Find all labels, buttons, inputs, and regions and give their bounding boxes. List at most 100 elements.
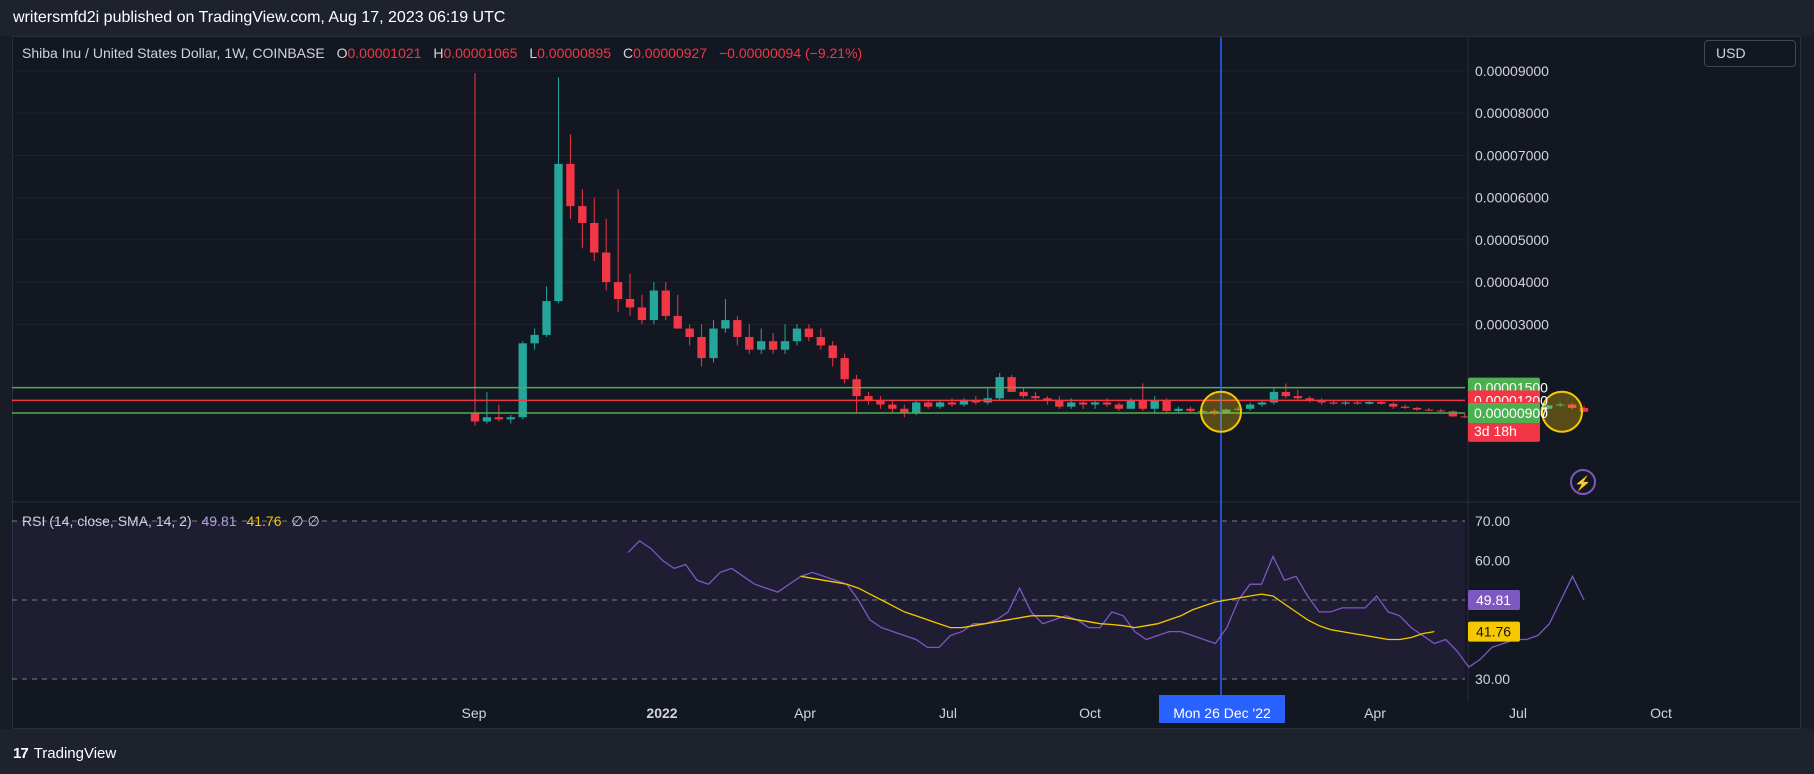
candle-body (1400, 406, 1410, 408)
candle-body (1365, 402, 1374, 404)
candle-body (697, 337, 706, 359)
candle-body (1067, 402, 1076, 407)
candle-body (1436, 410, 1446, 412)
rsi-value-label: 41.76 (1476, 624, 1511, 640)
candle-body (792, 328, 802, 342)
candle-body (733, 320, 742, 337)
candle-body (1019, 391, 1028, 397)
candle-body (1007, 377, 1016, 392)
candle-body (1329, 402, 1338, 404)
candle-body (1043, 398, 1052, 401)
candle-body (1412, 407, 1422, 410)
price-tick-label: 0.00007000 (1475, 147, 1549, 163)
candle-body (1102, 402, 1112, 405)
candle-body (721, 320, 730, 329)
candle-body (1353, 402, 1362, 404)
price-tick-label: 0.00003000 (1475, 316, 1549, 332)
currency-selector[interactable]: USD (1704, 40, 1796, 67)
rsi-line (627, 539, 1585, 668)
price-level-label: 0.00000900 (1474, 405, 1548, 421)
candle-body (613, 282, 623, 299)
tradingview-logo-icon: 17 (13, 745, 29, 762)
brand-name: TradingView (33, 745, 117, 762)
candle-body (1055, 400, 1064, 407)
lightning-icon (1570, 469, 1596, 495)
candle-body (923, 402, 933, 407)
candle-body (566, 163, 575, 207)
candle-body (506, 417, 515, 420)
candle-body (709, 328, 718, 359)
candle-body (1126, 400, 1136, 409)
rsi-legend[interactable]: RSI (14, close, SMA, 14, 2) 49.81 41.76 … (22, 513, 320, 530)
candle-body (1544, 405, 1553, 409)
publisher-text: writersmfd2i published on TradingView.co… (13, 9, 506, 26)
candle-body (1078, 402, 1088, 405)
candle-body (1245, 404, 1255, 409)
candle-body (1138, 400, 1147, 409)
candle-body (1579, 407, 1589, 412)
candle-body (578, 206, 587, 223)
rsi-label[interactable]: RSI (14, close, SMA, 14, 2) (22, 513, 192, 529)
close-key: C (622, 45, 634, 61)
candle-body (900, 408, 909, 413)
crosshair-time-label: Mon 26 Dec '22 (1173, 705, 1271, 721)
candle-body (1269, 391, 1279, 403)
candle-body (1114, 404, 1124, 409)
currency-label: USD (1716, 45, 1746, 61)
high-value: 0.00001065 (443, 45, 518, 61)
price-tick-label: 0.00009000 (1475, 63, 1549, 79)
candle-body (649, 290, 659, 321)
candle-body (1448, 411, 1458, 417)
candle-body (518, 343, 527, 418)
time-axis-label: Jul (1509, 705, 1527, 721)
open-key: O (336, 45, 348, 61)
candle-body (1257, 402, 1267, 405)
time-axis-label: Jul (939, 705, 957, 721)
low-value: 0.00000895 (537, 45, 612, 61)
candle-body (888, 404, 897, 409)
price-tick-label: 0.00005000 (1475, 232, 1549, 248)
candle-body (1389, 403, 1398, 407)
candle-body (1150, 400, 1159, 409)
candle-body (1090, 402, 1100, 405)
candle-body (1186, 408, 1195, 411)
candle-body (590, 223, 599, 253)
candle-body (1198, 410, 1207, 412)
candle-body (971, 400, 981, 403)
rsi-value-label: 49.81 (1476, 592, 1511, 608)
candle-body (625, 299, 635, 308)
candle-body (1162, 400, 1171, 411)
candle-body (1305, 398, 1314, 401)
close-value: 0.00000927 (633, 45, 708, 61)
candle-body (947, 402, 957, 405)
symbol-legend[interactable]: Shiba Inu / United States Dollar, 1W, CO… (22, 45, 862, 61)
crosshair-time-badge (1159, 695, 1285, 723)
time-axis-label: Oct (1079, 705, 1101, 721)
candle-body (1210, 410, 1219, 413)
high-key: H (433, 45, 444, 61)
candle-body (768, 341, 778, 350)
time-axis-label: Sep (462, 705, 487, 721)
candle-body (1460, 416, 1469, 418)
candle-body (554, 163, 563, 302)
symbol-name[interactable]: Shiba Inu / United States Dollar, 1W, CO… (22, 45, 325, 61)
candle-body (1222, 409, 1231, 413)
candle-body (1377, 402, 1386, 404)
price-tick-label: 0.00004000 (1475, 274, 1549, 290)
highlight-circle (1200, 390, 1242, 433)
candle-body (542, 301, 551, 335)
tradingview-brand[interactable]: 17 TradingView (13, 745, 116, 762)
candle-body (673, 315, 682, 329)
price-level-badge (1468, 403, 1540, 423)
low-key: L (529, 45, 538, 61)
candle-body (804, 328, 814, 337)
price-tick-label: 0.00008000 (1475, 105, 1549, 121)
candle-body (1174, 408, 1183, 411)
price-tick-label: 0.00006000 (1475, 190, 1549, 206)
change-value: −0.00000094 (−9.21%) (718, 45, 863, 61)
candle-body (959, 400, 969, 405)
candle-body (1567, 404, 1577, 408)
candle-body (530, 334, 539, 344)
time-axis-label: Apr (1364, 705, 1386, 721)
